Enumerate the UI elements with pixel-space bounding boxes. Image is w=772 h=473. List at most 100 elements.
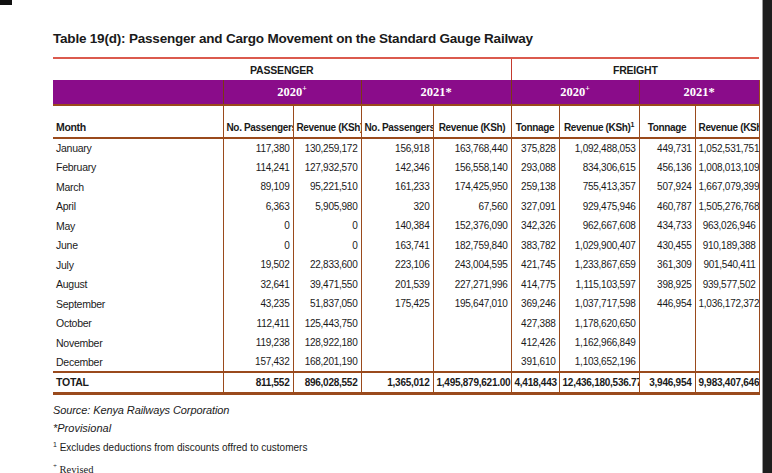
column-header-revenue-2021: Revenue (KSh) <box>433 117 511 138</box>
value-cell: 168,201,190 <box>293 353 361 373</box>
value-cell: 834,306,615 <box>559 158 639 178</box>
value-cell: 1,029,900,407 <box>559 236 639 256</box>
value-cell: 43,235 <box>223 294 293 314</box>
value-cell: 0 <box>293 216 361 236</box>
value-cell: 421,745 <box>511 255 559 275</box>
document-page: Table 19(d): Passenger and Cargo Movemen… <box>0 0 772 473</box>
value-cell: 449,731 <box>639 138 695 158</box>
month-cell: October <box>53 314 223 334</box>
year-header-freight-2021: 2021* <box>639 80 759 105</box>
total-value-cell: 3,946,954 <box>639 372 695 393</box>
value-cell: 1,115,103,597 <box>559 275 639 295</box>
month-cell: December <box>53 353 223 373</box>
value-cell: 460,787 <box>639 197 695 217</box>
value-cell: 1,052,531,751 <box>695 138 759 158</box>
source-note: Source: Kenya Railways Corporation <box>53 404 756 416</box>
value-cell: 125,443,750 <box>293 314 361 334</box>
value-cell: 1,233,867,659 <box>559 255 639 275</box>
total-row: TOTAL 811,552 896,028,552 1,365,012 1,49… <box>53 372 759 393</box>
table-row: March89,10995,221,510161,233174,425,9502… <box>53 177 759 197</box>
value-cell: 430,455 <box>639 236 695 256</box>
value-cell: 320 <box>361 197 433 217</box>
value-cell: 174,425,950 <box>433 177 511 197</box>
value-cell: 157,432 <box>223 353 293 373</box>
month-cell: April <box>53 197 223 217</box>
total-value-cell: 4,418,443 <box>511 372 559 393</box>
table-body: January117,380130,259,172156,918163,768,… <box>53 138 759 372</box>
value-cell: 163,768,440 <box>433 138 511 158</box>
value-cell: 114,241 <box>223 158 293 178</box>
value-cell: 163,741 <box>361 236 433 256</box>
total-value-cell: 9,983,407,646 <box>695 372 759 393</box>
value-cell <box>639 353 695 373</box>
value-cell: 6,363 <box>223 197 293 217</box>
value-cell <box>361 353 433 373</box>
value-cell: 95,221,510 <box>293 177 361 197</box>
table-row: May00140,384152,376,090342,326962,667,60… <box>53 216 759 236</box>
table-row: November119,238128,922,180412,4261,162,9… <box>53 333 759 353</box>
month-cell: January <box>53 138 223 158</box>
value-cell: 67,560 <box>433 197 511 217</box>
value-cell <box>695 314 759 334</box>
month-cell: July <box>53 255 223 275</box>
table-row: September43,23551,837,050175,425195,647,… <box>53 294 759 314</box>
value-cell: 32,641 <box>223 275 293 295</box>
value-cell: 0 <box>223 236 293 256</box>
group-header-passenger: PASSENGER <box>53 58 511 80</box>
value-cell: 243,004,595 <box>433 255 511 275</box>
year-label: 2021* <box>420 85 451 99</box>
value-cell: 140,384 <box>361 216 433 236</box>
value-cell: 1,667,079,399 <box>695 177 759 197</box>
group-header-freight: FREIGHT <box>511 58 759 80</box>
value-cell: 0 <box>223 216 293 236</box>
value-cell: 963,026,946 <box>695 216 759 236</box>
value-cell: 1,178,620,650 <box>559 314 639 334</box>
year-label: 2021* <box>683 85 714 99</box>
value-cell: 130,259,172 <box>293 138 361 158</box>
value-cell: 201,539 <box>361 275 433 295</box>
year-header-passenger-2021: 2021* <box>361 80 511 105</box>
value-cell: 398,925 <box>639 275 695 295</box>
total-label: TOTAL <box>53 372 223 393</box>
total-value-cell: 12,436,180,536.77 <box>559 372 639 393</box>
value-cell: 51,837,050 <box>293 294 361 314</box>
value-cell: 156,918 <box>361 138 433 158</box>
value-cell: 182,759,840 <box>433 236 511 256</box>
year-header-freight-2020: 2020+ <box>511 80 639 105</box>
value-cell <box>433 353 511 373</box>
sgr-movement-table: PASSENGER FREIGHT 2020+ 2021* 2020+ 2021… <box>53 57 760 395</box>
value-cell: 456,136 <box>639 158 695 178</box>
value-cell: 117,380 <box>223 138 293 158</box>
value-cell: 383,782 <box>511 236 559 256</box>
month-cell: June <box>53 236 223 256</box>
month-cell: May <box>53 216 223 236</box>
footnotes: Source: Kenya Railways Corporation *Prov… <box>53 404 756 473</box>
value-cell: 259,138 <box>511 177 559 197</box>
value-cell: 327,091 <box>511 197 559 217</box>
value-cell: 89,109 <box>223 177 293 197</box>
window-corner-mark <box>0 0 12 5</box>
value-cell: 1,103,652,196 <box>559 353 639 373</box>
value-cell: 342,326 <box>511 216 559 236</box>
year-header-blank <box>53 80 223 105</box>
table-row: April6,3635,905,98032067,560327,091929,4… <box>53 197 759 217</box>
table-row: February114,241127,932,570142,346156,558… <box>53 158 759 178</box>
table-row: January117,380130,259,172156,918163,768,… <box>53 138 759 158</box>
value-cell: 412,426 <box>511 333 559 353</box>
value-cell: 195,647,010 <box>433 294 511 314</box>
total-value-cell: 1,365,012 <box>361 372 433 393</box>
column-header-freight-revenue-2020: Revenue (KSh)1 <box>559 117 639 138</box>
column-header-tonnage-2020: Tonnage <box>511 117 559 138</box>
month-cell: November <box>53 333 223 353</box>
total-value-cell: 896,028,552 <box>293 372 361 393</box>
year-label: 2020 <box>277 85 302 99</box>
value-cell <box>695 333 759 353</box>
provisional-note: *Provisional <box>53 422 756 434</box>
value-cell: 1,036,172,372 <box>695 294 759 314</box>
value-cell: 175,425 <box>361 294 433 314</box>
value-cell <box>433 333 511 353</box>
value-cell: 22,833,600 <box>293 255 361 275</box>
table-row: June00163,741182,759,840383,7821,029,900… <box>53 236 759 256</box>
month-cell: March <box>53 177 223 197</box>
value-cell: 128,922,180 <box>293 333 361 353</box>
